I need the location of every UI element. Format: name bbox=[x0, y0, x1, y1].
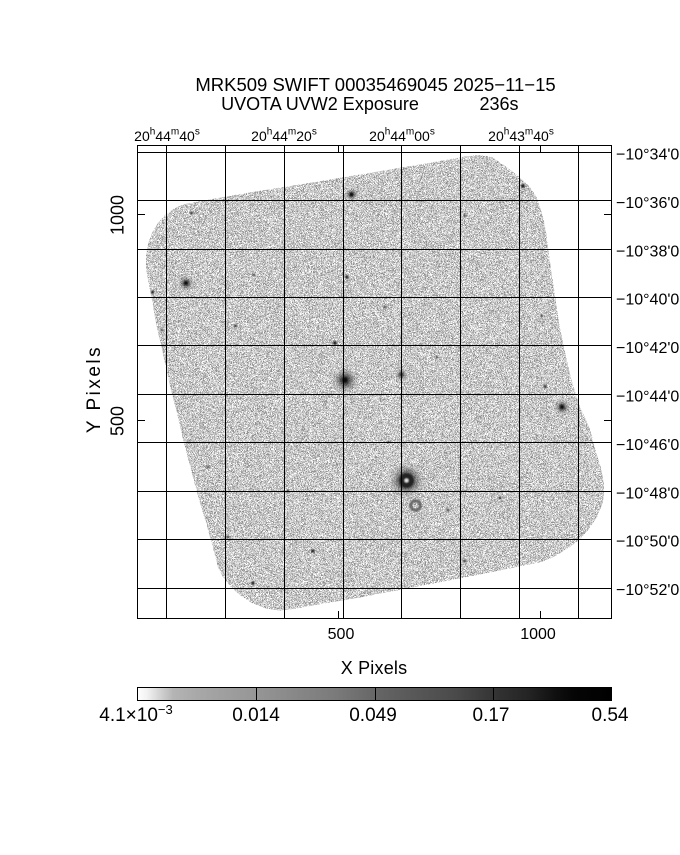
svg-text:20h43m40s: 20h43m40s bbox=[488, 127, 554, 145]
svg-text:−10°38'0: −10°38'0 bbox=[616, 243, 679, 260]
svg-text:−10°48'0: −10°48'0 bbox=[616, 485, 679, 502]
svg-text:0.014: 0.014 bbox=[232, 705, 280, 726]
svg-text:UVOTA UVW2 Exposure: UVOTA UVW2 Exposure bbox=[221, 94, 419, 114]
svg-text:0.54: 0.54 bbox=[592, 705, 629, 726]
svg-text:500: 500 bbox=[328, 626, 355, 643]
svg-text:500: 500 bbox=[108, 406, 128, 436]
svg-text:1000: 1000 bbox=[520, 626, 556, 643]
svg-text:−10°42'0: −10°42'0 bbox=[616, 340, 679, 357]
svg-text:20h44m20s: 20h44m20s bbox=[251, 127, 317, 145]
svg-text:−10°36'0: −10°36'0 bbox=[616, 195, 679, 212]
svg-text:−10°52'0: −10°52'0 bbox=[616, 582, 679, 599]
svg-text:−10°46'0: −10°46'0 bbox=[616, 437, 679, 454]
svg-text:0.049: 0.049 bbox=[349, 705, 397, 726]
svg-text:Y Pixels: Y Pixels bbox=[84, 345, 105, 433]
svg-text:−10°34'0: −10°34'0 bbox=[616, 147, 679, 164]
svg-text:MRK509 SWIFT 00035469045 2025−: MRK509 SWIFT 00035469045 2025−11−15 bbox=[195, 74, 555, 95]
svg-text:236s: 236s bbox=[479, 94, 518, 114]
svg-text:−10°50'0: −10°50'0 bbox=[616, 534, 679, 551]
svg-text:1000: 1000 bbox=[108, 195, 128, 235]
svg-text:20h44m00s: 20h44m00s bbox=[369, 127, 435, 145]
svg-text:−10°44'0: −10°44'0 bbox=[616, 389, 679, 406]
svg-text:−10°40'0: −10°40'0 bbox=[616, 292, 679, 309]
svg-text:20h44m40s: 20h44m40s bbox=[134, 127, 200, 145]
svg-text:X Pixels: X Pixels bbox=[341, 658, 408, 678]
svg-text:0.17: 0.17 bbox=[473, 705, 510, 726]
